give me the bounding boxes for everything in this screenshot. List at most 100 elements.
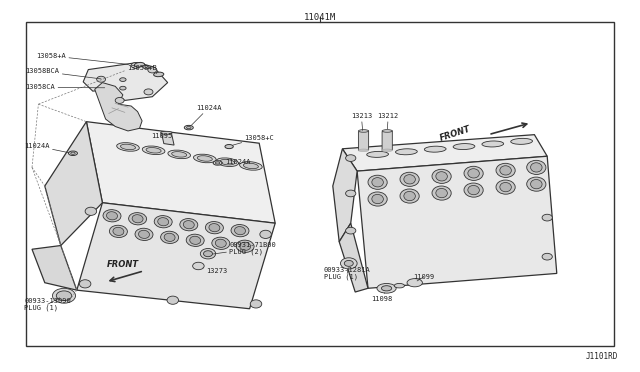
Ellipse shape xyxy=(531,180,542,189)
Ellipse shape xyxy=(134,62,145,67)
Ellipse shape xyxy=(346,227,356,234)
Ellipse shape xyxy=(511,138,532,144)
Ellipse shape xyxy=(358,130,369,132)
Ellipse shape xyxy=(500,183,511,192)
Ellipse shape xyxy=(212,237,230,249)
Polygon shape xyxy=(342,135,547,171)
Text: 13058BCA: 13058BCA xyxy=(26,68,101,79)
Ellipse shape xyxy=(527,160,546,174)
Text: 11098: 11098 xyxy=(371,293,392,302)
Text: 13058+B: 13058+B xyxy=(127,65,157,74)
Ellipse shape xyxy=(52,288,76,303)
Text: 11024A: 11024A xyxy=(221,159,251,165)
Ellipse shape xyxy=(382,130,392,132)
Ellipse shape xyxy=(132,215,143,223)
Ellipse shape xyxy=(424,146,446,152)
Text: 13212: 13212 xyxy=(378,113,399,129)
Ellipse shape xyxy=(436,172,447,181)
Text: 13058+A: 13058+A xyxy=(36,53,129,64)
Ellipse shape xyxy=(346,190,356,197)
Ellipse shape xyxy=(79,280,91,288)
Ellipse shape xyxy=(215,162,220,164)
Ellipse shape xyxy=(407,279,422,287)
Ellipse shape xyxy=(180,219,198,231)
Ellipse shape xyxy=(189,236,201,244)
Ellipse shape xyxy=(372,178,383,187)
Ellipse shape xyxy=(186,126,191,129)
Ellipse shape xyxy=(68,151,77,155)
Polygon shape xyxy=(32,246,77,290)
Ellipse shape xyxy=(113,227,124,235)
Ellipse shape xyxy=(215,239,227,247)
Ellipse shape xyxy=(381,286,392,291)
Text: FRONT: FRONT xyxy=(107,260,139,269)
Polygon shape xyxy=(77,203,275,309)
Ellipse shape xyxy=(496,180,515,194)
Ellipse shape xyxy=(400,189,419,203)
Ellipse shape xyxy=(372,195,383,203)
Ellipse shape xyxy=(231,225,249,237)
Ellipse shape xyxy=(527,177,546,191)
Ellipse shape xyxy=(205,222,223,234)
Ellipse shape xyxy=(144,89,153,95)
Polygon shape xyxy=(86,122,275,223)
Ellipse shape xyxy=(368,192,387,206)
Ellipse shape xyxy=(243,163,259,169)
Ellipse shape xyxy=(157,218,169,226)
Ellipse shape xyxy=(382,149,392,152)
Text: 13058+C: 13058+C xyxy=(233,135,274,145)
Ellipse shape xyxy=(542,253,552,260)
Ellipse shape xyxy=(193,154,216,163)
Ellipse shape xyxy=(468,169,479,178)
Ellipse shape xyxy=(340,258,357,269)
Polygon shape xyxy=(45,122,102,246)
Bar xyxy=(26,22,614,346)
Ellipse shape xyxy=(161,231,179,243)
Ellipse shape xyxy=(464,183,483,197)
Polygon shape xyxy=(339,223,368,292)
Ellipse shape xyxy=(115,97,124,103)
Ellipse shape xyxy=(358,149,369,152)
Ellipse shape xyxy=(106,212,118,220)
Ellipse shape xyxy=(120,78,126,81)
Ellipse shape xyxy=(143,65,149,68)
Ellipse shape xyxy=(168,150,191,159)
Ellipse shape xyxy=(129,213,147,225)
Text: 11099: 11099 xyxy=(413,274,434,281)
Ellipse shape xyxy=(197,156,212,161)
Ellipse shape xyxy=(146,148,161,153)
Ellipse shape xyxy=(154,216,172,228)
Ellipse shape xyxy=(71,152,76,154)
Ellipse shape xyxy=(239,161,262,170)
Ellipse shape xyxy=(138,230,150,238)
Ellipse shape xyxy=(161,131,172,134)
Text: 00933-1281A
PLUG (1): 00933-1281A PLUG (1) xyxy=(324,267,371,280)
Ellipse shape xyxy=(250,300,262,308)
Text: FRONT: FRONT xyxy=(439,125,472,143)
Ellipse shape xyxy=(542,214,552,221)
Ellipse shape xyxy=(482,141,504,147)
Ellipse shape xyxy=(120,144,136,150)
Ellipse shape xyxy=(120,86,126,90)
Ellipse shape xyxy=(109,225,127,237)
Text: 11041M: 11041M xyxy=(304,13,336,22)
Polygon shape xyxy=(357,156,557,288)
Ellipse shape xyxy=(142,146,165,155)
Ellipse shape xyxy=(97,76,106,82)
Ellipse shape xyxy=(236,240,254,252)
Ellipse shape xyxy=(377,283,396,293)
Ellipse shape xyxy=(234,227,246,235)
Ellipse shape xyxy=(209,224,220,232)
Ellipse shape xyxy=(135,228,153,240)
Text: 11024A: 11024A xyxy=(191,105,221,125)
Ellipse shape xyxy=(200,248,216,259)
Ellipse shape xyxy=(464,166,483,180)
Text: 13273: 13273 xyxy=(203,268,227,274)
Ellipse shape xyxy=(103,210,121,222)
Ellipse shape xyxy=(184,125,193,130)
Ellipse shape xyxy=(116,142,140,151)
Polygon shape xyxy=(83,62,168,100)
Ellipse shape xyxy=(85,207,97,215)
Ellipse shape xyxy=(172,152,187,157)
Ellipse shape xyxy=(239,242,251,250)
